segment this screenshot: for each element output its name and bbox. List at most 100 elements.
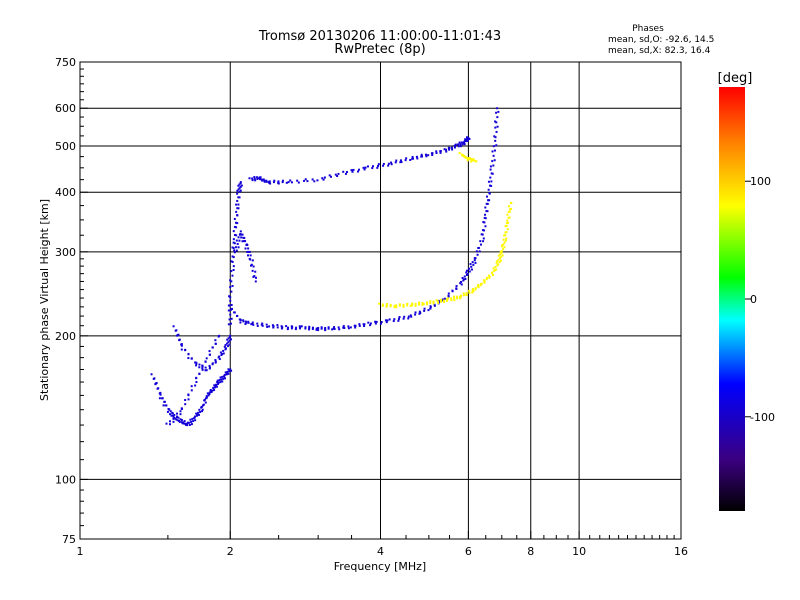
data-point <box>232 247 235 250</box>
data-point <box>241 240 244 243</box>
data-point <box>236 222 239 225</box>
data-point <box>505 222 508 225</box>
data-point <box>239 319 242 322</box>
data-point <box>510 207 513 210</box>
data-point <box>399 159 402 162</box>
data-point <box>198 408 201 411</box>
data-point <box>484 206 487 209</box>
data-point <box>397 319 400 322</box>
data-point <box>427 309 430 312</box>
data-point <box>227 345 230 348</box>
data-point <box>222 375 225 378</box>
data-point <box>247 250 250 253</box>
data-point <box>440 300 443 303</box>
data-point <box>214 386 217 389</box>
data-point <box>321 177 324 180</box>
data-point <box>222 377 225 380</box>
data-point <box>395 159 398 162</box>
data-point <box>479 284 482 287</box>
data-point <box>229 296 232 299</box>
data-point <box>163 400 166 403</box>
data-point <box>481 233 484 236</box>
data-point <box>333 326 336 329</box>
data-point <box>237 196 240 199</box>
data-point <box>390 161 393 164</box>
data-point <box>374 320 377 323</box>
data-point <box>208 364 211 367</box>
data-point <box>494 120 497 123</box>
data-point <box>236 199 239 202</box>
data-point <box>285 181 288 184</box>
y-tick-label: 750 <box>55 56 76 69</box>
data-point <box>450 146 453 149</box>
data-point <box>187 393 190 396</box>
data-point <box>227 337 230 340</box>
data-point <box>242 236 245 239</box>
data-point <box>190 389 193 392</box>
data-point <box>489 176 492 179</box>
data-point <box>489 168 492 171</box>
data-point <box>462 292 465 295</box>
data-point <box>322 178 325 181</box>
data-point <box>376 166 379 169</box>
data-point <box>490 184 493 187</box>
data-point <box>420 153 423 156</box>
data-point <box>494 126 497 129</box>
data-point <box>200 406 203 409</box>
data-point <box>468 157 471 160</box>
data-point <box>216 380 219 383</box>
data-point <box>415 155 418 158</box>
data-point <box>190 385 193 388</box>
data-point <box>377 163 380 166</box>
data-point <box>485 210 488 213</box>
data-point <box>460 153 463 156</box>
data-point <box>435 299 438 302</box>
data-point <box>445 298 448 301</box>
data-point <box>337 172 340 175</box>
data-point <box>380 320 383 323</box>
data-point <box>193 416 196 419</box>
data-point <box>244 320 247 323</box>
data-point <box>179 418 182 421</box>
data-point <box>277 180 280 183</box>
data-point <box>406 304 409 307</box>
data-point <box>491 271 494 274</box>
data-point <box>227 368 230 371</box>
data-point <box>381 303 384 306</box>
data-point <box>230 303 233 306</box>
data-point <box>482 279 485 282</box>
y-tick-label: 300 <box>55 246 76 259</box>
data-point <box>470 160 473 163</box>
data-point <box>186 422 189 425</box>
data-point <box>214 342 217 345</box>
data-point <box>199 410 202 413</box>
data-point <box>465 274 468 277</box>
data-point <box>334 173 337 176</box>
data-point <box>227 372 230 375</box>
data-point <box>484 225 487 228</box>
data-point <box>503 246 506 249</box>
data-point <box>230 317 233 320</box>
data-point <box>483 216 486 219</box>
data-point <box>150 373 153 376</box>
data-point <box>230 307 233 310</box>
data-point <box>308 327 311 330</box>
data-point <box>231 274 234 277</box>
data-point <box>233 311 236 314</box>
data-point <box>224 344 227 347</box>
data-point <box>221 375 224 378</box>
data-point <box>328 174 331 177</box>
data-point <box>492 267 495 270</box>
data-point <box>502 238 505 241</box>
data-point <box>208 391 211 394</box>
data-point <box>497 258 500 261</box>
data-point <box>459 296 462 299</box>
data-point <box>362 166 365 169</box>
data-point <box>290 327 293 330</box>
data-point <box>245 321 248 324</box>
data-point <box>460 280 463 283</box>
data-point <box>176 419 179 422</box>
data-point <box>229 368 232 371</box>
data-point <box>201 410 204 413</box>
data-point <box>485 202 488 205</box>
